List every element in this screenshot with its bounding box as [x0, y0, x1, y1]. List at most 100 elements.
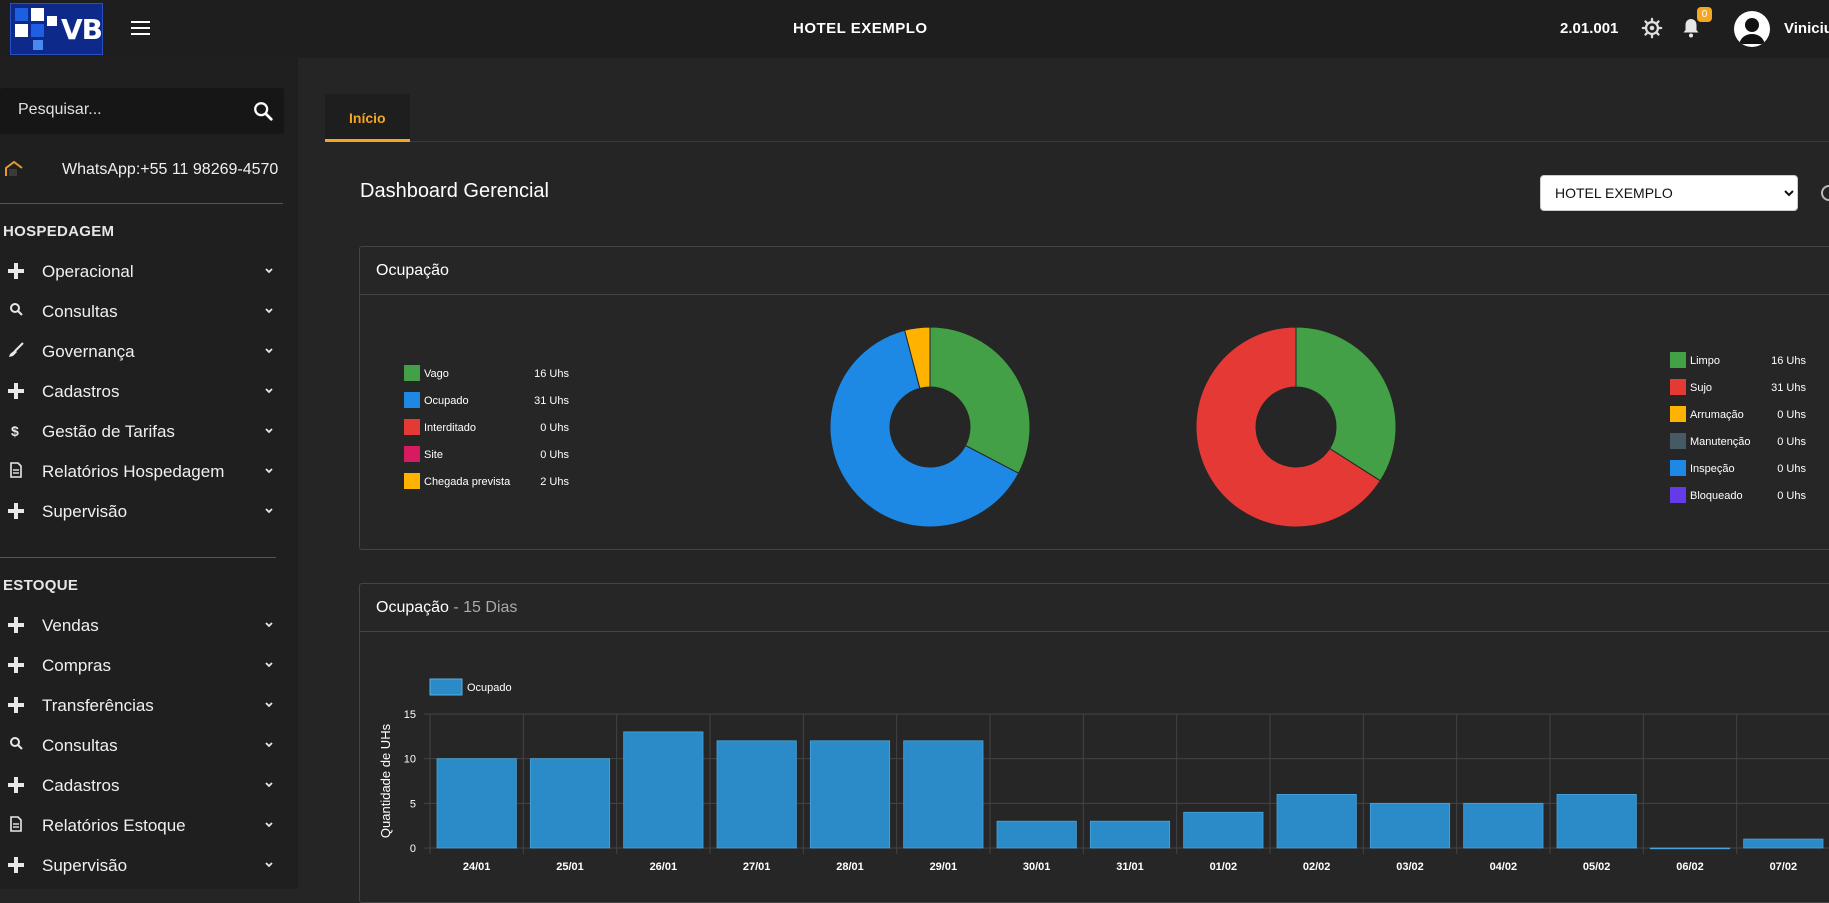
tab-inicio[interactable]: Início	[325, 94, 410, 142]
refresh-icon[interactable]	[1819, 184, 1829, 202]
y-tick-label: 5	[410, 798, 416, 810]
legend-item-limpo[interactable]: Limpo 16 Uhs	[1670, 352, 1806, 370]
legend-value: 0 Uhs	[1777, 490, 1806, 502]
sidebar-item-consultas[interactable]: Consultas	[0, 294, 284, 328]
legend-item-vago[interactable]: Vago 16 Uhs	[404, 365, 569, 383]
sidebar-item-supervisao[interactable]: Supervisão	[0, 494, 284, 528]
legend-swatch	[404, 473, 420, 489]
sidebar-item-consultas[interactable]: Consultas	[0, 728, 284, 762]
bar-27/01[interactable]	[716, 740, 797, 849]
pie-slice-ocupado[interactable]	[829, 329, 1020, 528]
section-title-hospedagem: HOSPEDAGEM	[3, 223, 115, 240]
bar-24/01[interactable]	[436, 758, 517, 849]
legend-swatch	[1670, 487, 1686, 503]
search-icon[interactable]	[252, 100, 274, 122]
sidebar-item-compras[interactable]: Compras	[0, 648, 284, 682]
bar-04/02[interactable]	[1463, 802, 1544, 849]
legend-label: Manutenção	[1690, 436, 1751, 448]
sidebar: WhatsApp:+55 11 98269-4570 HOSPEDAGEM Ope…	[0, 58, 298, 889]
bar-06/02[interactable]	[1649, 847, 1731, 850]
legend-value: 0 Uhs	[1777, 436, 1806, 448]
legend-swatch	[1670, 460, 1686, 476]
chevron-down-icon	[262, 504, 276, 518]
sidebar-item-label: Cadastros	[42, 382, 120, 401]
user-name[interactable]: Viniciu	[1784, 20, 1829, 37]
search-input[interactable]	[18, 101, 238, 119]
y-tick-label: 10	[404, 754, 416, 766]
menu-toggle-icon[interactable]	[131, 21, 150, 35]
legend-label: Vago	[424, 368, 449, 380]
sidebar-item-operacional[interactable]: Operacional	[0, 254, 284, 288]
bar-02/02[interactable]	[1276, 793, 1357, 849]
bar-25/01[interactable]	[529, 758, 611, 849]
legend-item-chegada-prevista[interactable]: Chegada prevista 2 Uhs	[404, 473, 569, 491]
legend-label: Inspeção	[1690, 463, 1735, 475]
search-icon	[6, 736, 26, 756]
legend-swatch	[404, 446, 420, 462]
main-content: Início Dashboard Gerencial HOTEL EXEMPLO…	[298, 58, 1829, 903]
legend-label: Chegada prevista	[424, 476, 511, 488]
bar-31/01[interactable]	[1089, 820, 1171, 849]
sidebar-item-supervisao[interactable]: Supervisão	[0, 848, 284, 882]
bar-30/01[interactable]	[996, 820, 1077, 849]
legend-item-manutencao[interactable]: Manutenção 0 Uhs	[1670, 433, 1806, 451]
housekeeping-legend: Limpo 16 Uhs Sujo 31 Uhs Arrumação 0 Uhs Manut…	[1670, 352, 1806, 505]
x-tick-label: 31/01	[1116, 861, 1144, 873]
sidebar-item-vendas[interactable]: Vendas	[0, 608, 284, 642]
sidebar-item-transferencias[interactable]: Transferências	[0, 688, 284, 722]
x-tick-label: 26/01	[650, 861, 678, 873]
sidebar-item-label: Relatórios Hospedagem	[42, 462, 225, 481]
legend-item-ocupado[interactable]: Ocupado 31 Uhs	[404, 392, 569, 410]
sidebar-item-governanca[interactable]: Governança	[0, 334, 284, 368]
legend-item-arrumacao[interactable]: Arrumação 0 Uhs	[1670, 406, 1806, 424]
legend-item-inspecao[interactable]: Inspeção 0 Uhs	[1670, 460, 1806, 478]
x-tick-label: 03/02	[1396, 861, 1424, 873]
legend-swatch	[1670, 352, 1686, 368]
legend-swatch	[404, 419, 420, 435]
divider	[0, 557, 276, 558]
pie-slice-chegada-prevista[interactable]	[904, 326, 931, 389]
document-icon	[6, 816, 26, 836]
bar-05/02[interactable]	[1556, 793, 1637, 849]
page-title: Dashboard Gerencial	[360, 180, 549, 202]
plus-icon	[6, 776, 26, 796]
plus-icon	[6, 656, 26, 676]
gear-icon[interactable]	[1641, 17, 1663, 39]
card-title: Ocupação	[376, 262, 449, 279]
bar-01/02[interactable]	[1183, 811, 1264, 849]
bell-icon[interactable]	[1679, 16, 1703, 40]
bar-03/02[interactable]	[1369, 802, 1451, 849]
legend-item-interditado[interactable]: Interditado 0 Uhs	[404, 419, 569, 437]
vb-logo[interactable]: VB	[10, 3, 103, 55]
sidebar-item-label: Supervisão	[42, 502, 128, 521]
legend-item-site[interactable]: Site 0 Uhs	[404, 446, 569, 464]
legend-swatch	[404, 392, 420, 408]
sidebar-item-gestao-de-tarifas[interactable]: $ Gestão de Tarifas	[0, 414, 284, 448]
chevron-down-icon	[262, 304, 276, 318]
chevron-down-icon	[262, 424, 276, 438]
bar-28/01[interactable]	[809, 740, 891, 849]
notification-badge: 0	[1697, 7, 1712, 22]
sidebar-item-relatorios-estoque[interactable]: Relatórios Estoque	[0, 808, 284, 842]
sidebar-item-relatorios-hospedagem[interactable]: Relatórios Hospedagem	[0, 454, 284, 488]
avatar[interactable]	[1734, 11, 1770, 47]
sidebar-item-cadastros[interactable]: Cadastros	[0, 374, 284, 408]
legend-label: Sujo	[1690, 382, 1713, 394]
whatsapp-text: WhatsApp:+55 11 98269-4570	[62, 161, 279, 178]
whatsapp-contact[interactable]: WhatsApp:+55 11 98269-4570	[0, 154, 284, 190]
bar-26/01[interactable]	[623, 731, 704, 849]
hotel-select[interactable]: HOTEL EXEMPLO	[1540, 175, 1798, 211]
sidebar-item-cadastros[interactable]: Cadastros	[0, 768, 284, 802]
legend-item-sujo[interactable]: Sujo 31 Uhs	[1670, 379, 1806, 397]
legend-item-bloqueado[interactable]: Bloqueado 0 Uhs	[1670, 487, 1806, 505]
pie-slice-sujo[interactable]	[1195, 326, 1381, 528]
bar-07/02[interactable]	[1743, 838, 1824, 849]
pie-slice-limpo[interactable]	[1295, 326, 1397, 482]
legend-value: 0 Uhs	[1777, 463, 1806, 475]
bar-29/01[interactable]	[903, 740, 984, 849]
x-tick-label: 05/02	[1583, 861, 1611, 873]
pie-slice-vago[interactable]	[929, 326, 1031, 474]
legend-label: Bloqueado	[1690, 490, 1743, 502]
top-header: VB HOTEL EXEMPLO 2.01.001 0 Viniciu	[0, 0, 1829, 58]
search-icon	[6, 302, 26, 322]
